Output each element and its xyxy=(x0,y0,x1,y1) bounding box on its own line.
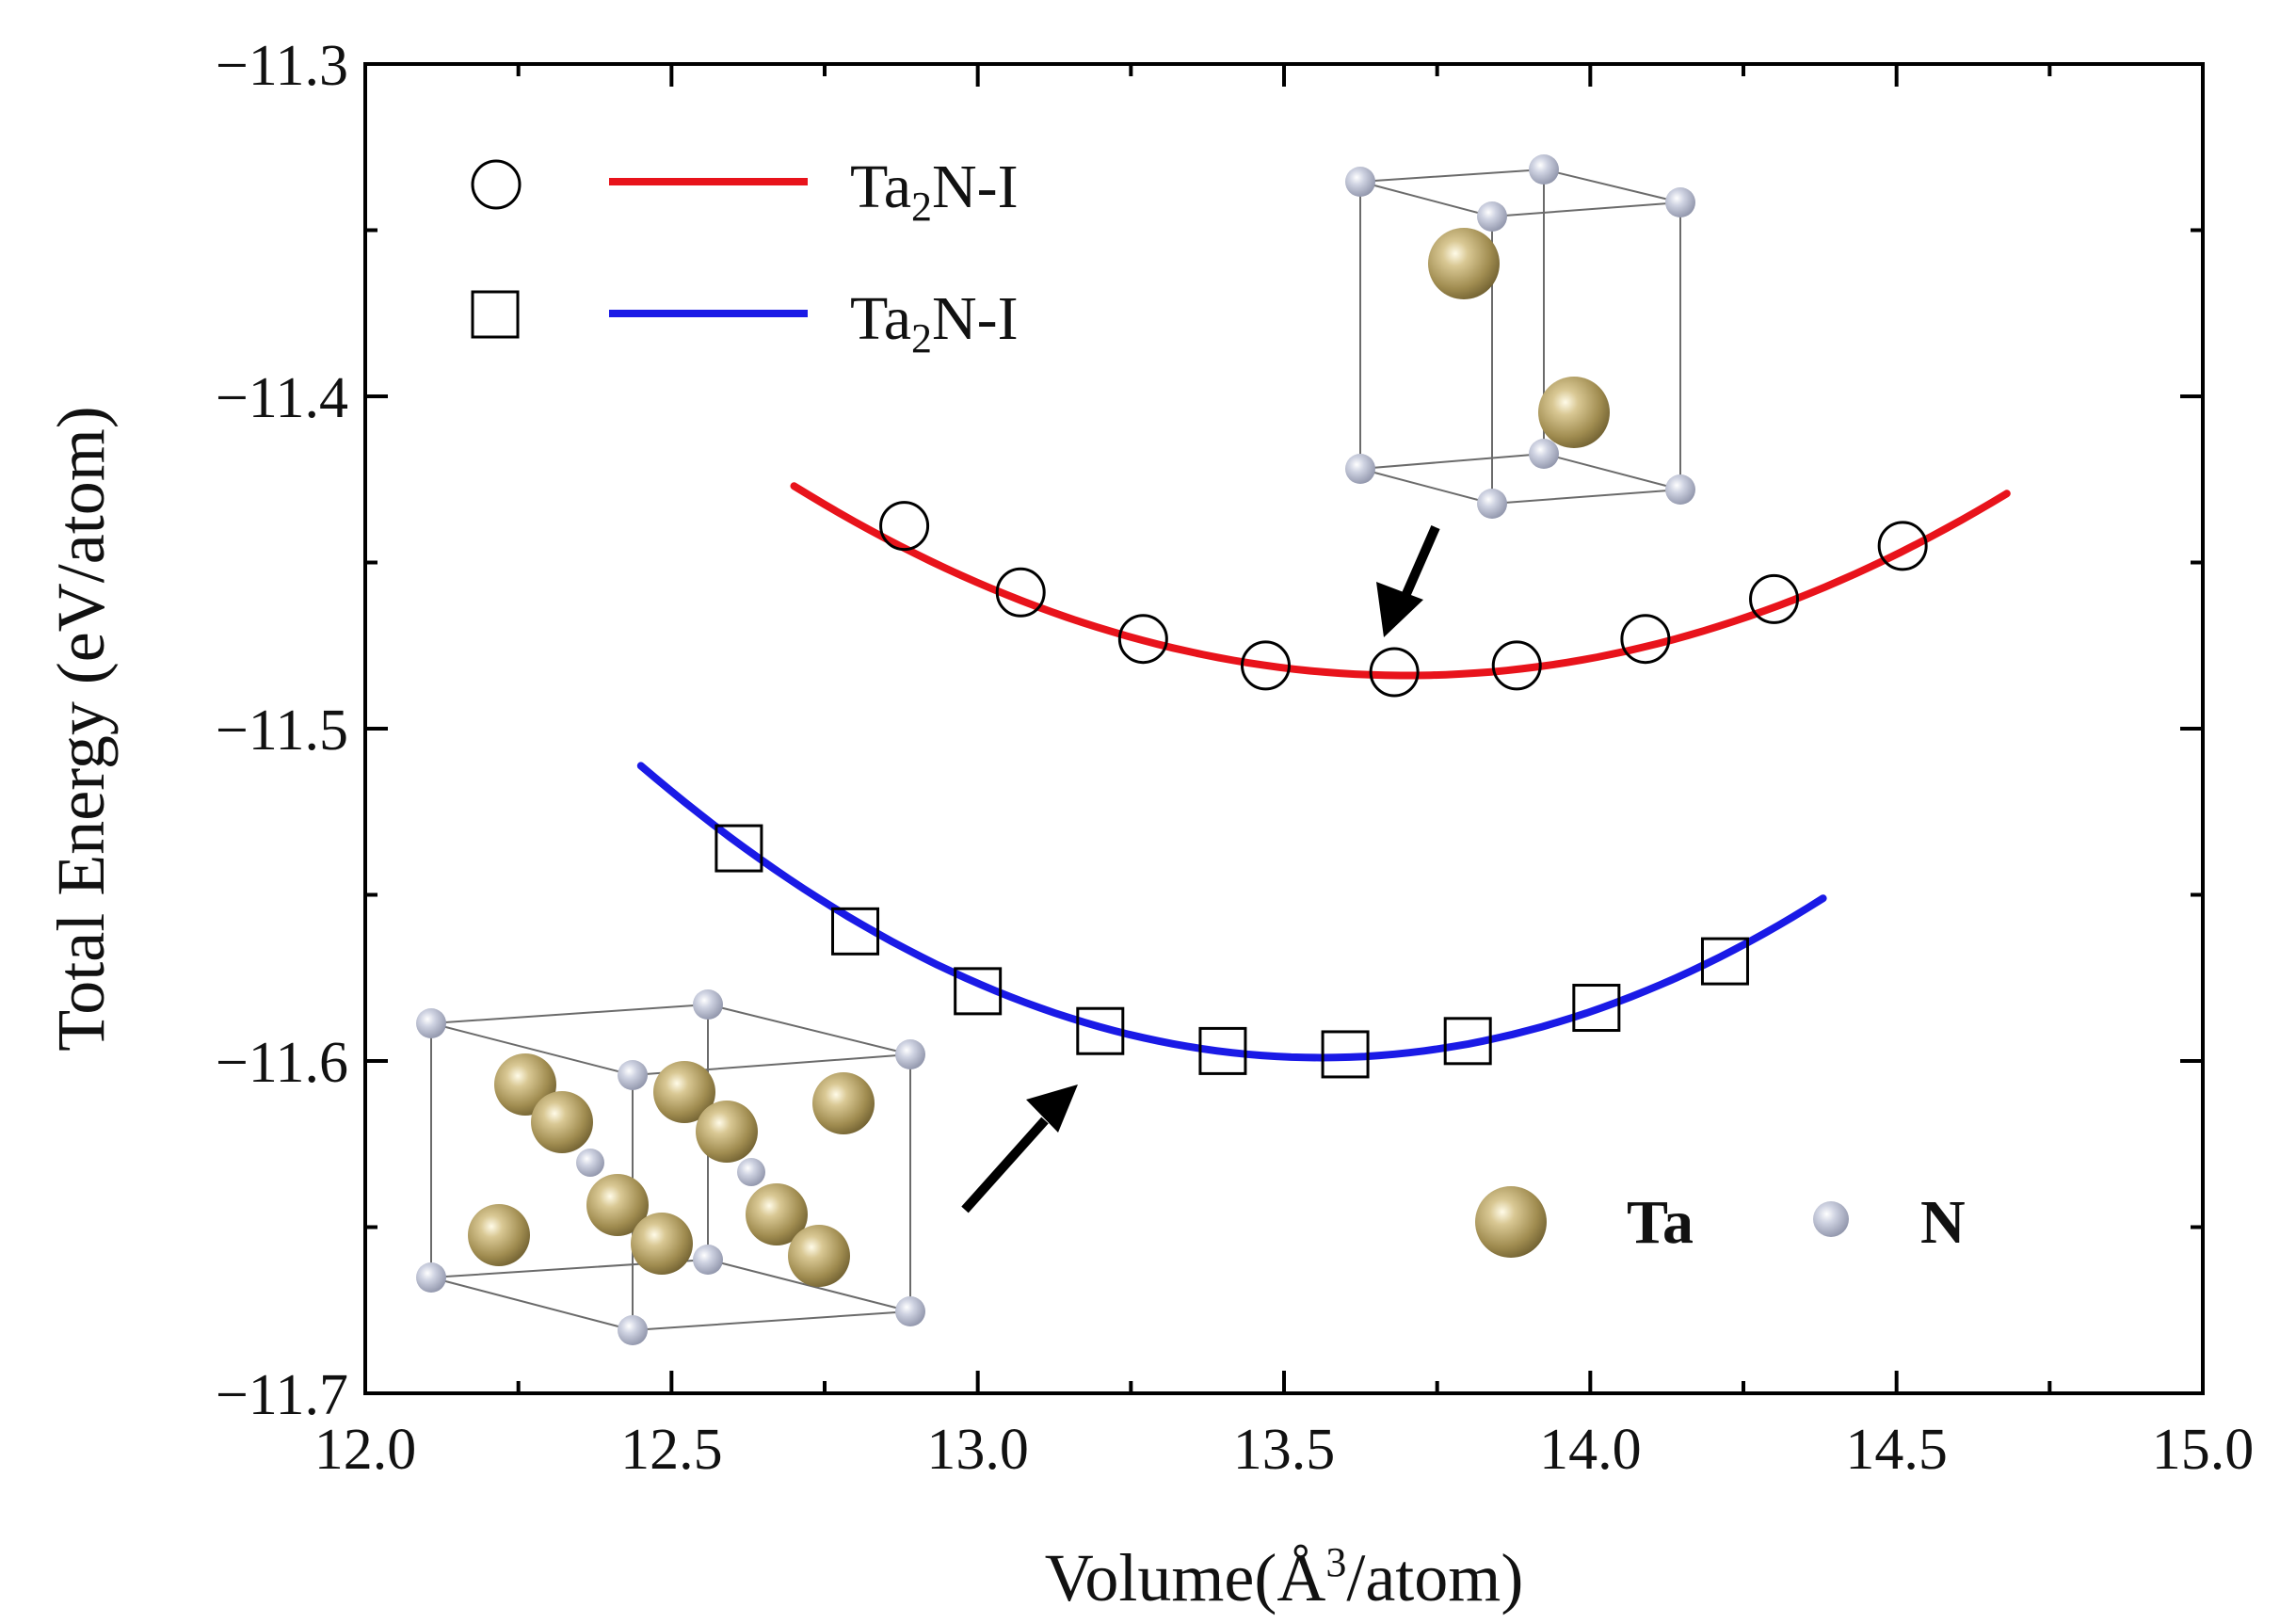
n-atom xyxy=(416,1008,446,1038)
n-atom xyxy=(737,1158,765,1186)
n-atom xyxy=(576,1149,604,1177)
ta-atom xyxy=(696,1101,758,1163)
pointer-arrow-lower xyxy=(961,1085,1078,1213)
x-axis-title: Volume(Å3/atom) xyxy=(1045,1539,1524,1615)
fit-lines xyxy=(636,482,2011,1062)
x-tick-label: 13.5 xyxy=(1233,1418,1336,1482)
data-point-square xyxy=(1321,1030,1370,1079)
data-point-circle xyxy=(1620,614,1671,665)
axis-ticks xyxy=(363,62,2205,1395)
legend-square-marker xyxy=(471,290,520,339)
data-point-circle xyxy=(995,567,1046,618)
data-point-circle xyxy=(879,501,930,552)
n-atom xyxy=(1665,474,1695,505)
y-tick-label: −11.4 xyxy=(216,366,348,430)
data-point-circle xyxy=(1877,521,1928,571)
ta-atom xyxy=(631,1213,693,1275)
legend-label-series-1: Ta2N-I xyxy=(850,153,1019,230)
ta-atom xyxy=(1428,228,1500,299)
ta-atom xyxy=(812,1072,875,1134)
data-point-square xyxy=(1572,984,1621,1033)
n-legend-label: N xyxy=(1920,1188,1966,1257)
legend: Ta2N-I Ta2N-I xyxy=(471,153,1019,362)
ta-legend-label: Ta xyxy=(1627,1188,1694,1257)
data-point-square xyxy=(1700,937,1749,986)
y-tick-label: −11.5 xyxy=(216,699,348,763)
x-tick-label: 12.0 xyxy=(314,1418,417,1482)
n-atom xyxy=(693,989,723,1020)
y-axis-title: Total Energy (eV/atom) xyxy=(43,406,119,1051)
n-atom xyxy=(1529,439,1559,469)
n-atom xyxy=(416,1262,446,1293)
y-tick-label: −11.6 xyxy=(216,1031,348,1095)
x-tick-label: 15.0 xyxy=(2152,1418,2255,1482)
n-atom xyxy=(1477,201,1507,232)
data-point-circle xyxy=(1491,640,1542,691)
ta-legend-ball xyxy=(1475,1186,1547,1258)
n-atom xyxy=(895,1296,925,1326)
n-atom xyxy=(1345,454,1375,484)
legend-label-series-2: Ta2N-I xyxy=(850,284,1019,362)
x-tick-label: 13.0 xyxy=(926,1418,1029,1482)
n-legend-ball xyxy=(1813,1201,1849,1237)
data-markers xyxy=(714,501,1928,1079)
data-point-square xyxy=(1076,1006,1125,1055)
fit-curve-series-2 xyxy=(636,762,1827,1062)
data-point-circle xyxy=(1369,647,1420,698)
fit-curve-series-1 xyxy=(790,482,2011,680)
axis-tick-labels: 12.0 12.5 13.0 13.5 14.0 14.5 15.0 −11.3 −11.4 −1… xyxy=(216,34,2254,1482)
data-point-square xyxy=(954,967,1003,1016)
atom-legend: Ta N xyxy=(1475,1186,1966,1258)
n-atom xyxy=(618,1060,648,1090)
n-atom xyxy=(1665,187,1695,217)
ta-atom xyxy=(531,1091,593,1153)
x-tick-label: 14.0 xyxy=(1539,1418,1642,1482)
ta-atom xyxy=(788,1225,850,1287)
crystal-structure-upper xyxy=(1345,154,1695,519)
y-tick-label: −11.7 xyxy=(216,1363,348,1427)
ta-atom xyxy=(468,1204,530,1266)
ta-atom xyxy=(653,1061,715,1123)
n-atom xyxy=(1477,489,1507,519)
data-point-square xyxy=(1198,1026,1247,1075)
n-atom xyxy=(895,1039,925,1069)
ta-atom xyxy=(586,1174,649,1236)
n-atom xyxy=(1529,154,1559,185)
data-point-circle xyxy=(1240,640,1291,691)
y-tick-label: −11.3 xyxy=(216,34,348,98)
data-point-circle xyxy=(1117,614,1168,665)
data-point-square xyxy=(1443,1017,1492,1066)
ta-atom xyxy=(1538,377,1610,448)
data-point-square xyxy=(714,824,763,873)
legend-circle-marker xyxy=(471,159,522,210)
n-atom xyxy=(618,1315,648,1345)
x-tick-label: 12.5 xyxy=(620,1418,723,1482)
x-tick-label: 14.5 xyxy=(1845,1418,1948,1482)
n-atom xyxy=(693,1245,723,1275)
data-point-square xyxy=(831,907,880,956)
n-atom xyxy=(1345,167,1375,197)
ta-atom xyxy=(746,1183,808,1245)
data-point-circle xyxy=(1749,573,1800,624)
pointer-arrow-upper xyxy=(1376,524,1440,637)
crystal-structure-lower xyxy=(416,989,925,1345)
